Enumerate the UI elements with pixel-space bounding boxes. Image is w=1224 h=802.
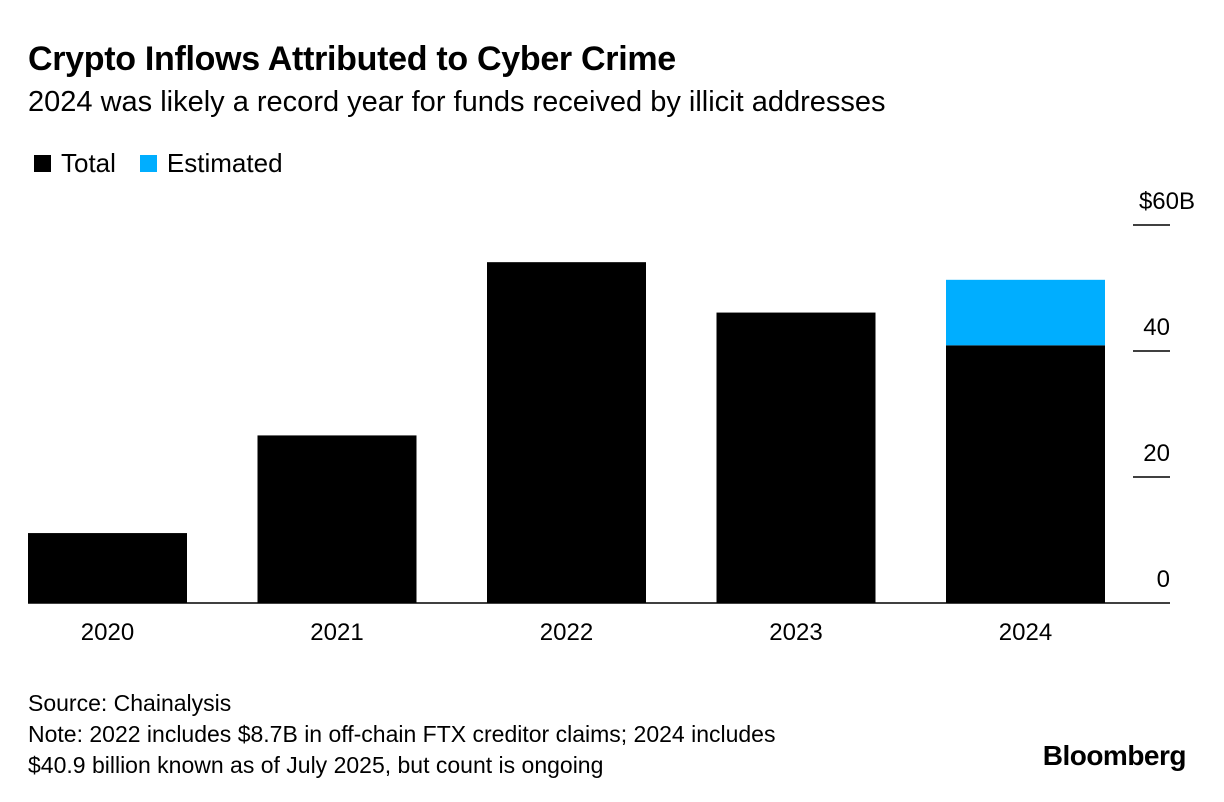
y-tick-label-60: $60B	[1139, 188, 1195, 215]
x-tick-label-2024: 2024	[999, 619, 1052, 646]
x-tick-label-2020: 2020	[81, 619, 134, 646]
bar-total-2020	[28, 533, 187, 603]
legend-item-estimated: Estimated	[139, 148, 283, 179]
bar-total-2024	[946, 345, 1105, 603]
note-text-line1: Note: 2022 includes $8.7B in off-chain F…	[28, 721, 776, 747]
y-tick-label-20: 20	[1143, 440, 1170, 467]
legend: Total Estimated	[34, 148, 307, 179]
bloomberg-logo: Bloomberg	[1042, 740, 1187, 771]
source-text: Source: Chainalysis	[28, 690, 232, 716]
x-tick-label-2023: 2023	[769, 619, 822, 646]
footer: Source: Chainalysis Note: 2022 includes …	[28, 688, 775, 781]
y-tick-label-0: 0	[1157, 566, 1170, 593]
bar-estimated-2024	[946, 279, 1105, 346]
legend-swatch-estimated	[139, 155, 157, 172]
chart-title: Crypto Inflows Attributed to Cyber Crime	[28, 40, 676, 78]
bar-chart: 2020 2021 2022 2023 2024 0 20 40 $60B	[28, 188, 1195, 646]
legend-item-total: Total	[34, 148, 116, 179]
note-text-line2: $40.9 billion known as of July 2025, but…	[28, 752, 604, 778]
bar-total-2023	[716, 312, 876, 603]
y-tick-label-40: 40	[1143, 314, 1170, 341]
x-tick-label-2021: 2021	[310, 619, 363, 646]
chart-subtitle: 2024 was likely a record year for funds …	[28, 86, 886, 118]
x-tick-label-2022: 2022	[540, 619, 593, 646]
legend-swatch-total	[34, 155, 51, 172]
bar-total-2021	[257, 435, 417, 603]
bar-total-2022	[487, 262, 646, 603]
legend-label-estimated: Estimated	[166, 148, 283, 178]
legend-label-total: Total	[61, 148, 116, 178]
